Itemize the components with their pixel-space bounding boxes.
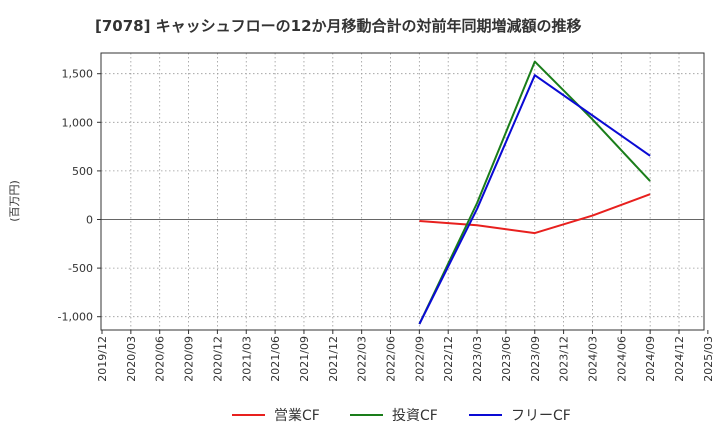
series-line-投資CF	[418, 60, 651, 325]
plot-area-frame	[100, 52, 705, 331]
y-tick-label: -500	[68, 262, 93, 275]
y-tick-label: 1,500	[62, 68, 94, 81]
y-tick-label: 500	[72, 165, 93, 178]
x-tick-label: 2024/03	[586, 336, 599, 382]
x-tick-label: 2024/09	[644, 336, 657, 382]
x-tick-label: 2022/03	[356, 336, 369, 382]
x-tick-label: 2021/12	[327, 336, 340, 382]
x-tick-label: 2021/03	[240, 336, 253, 382]
x-tick-label: 2023/03	[471, 336, 484, 382]
legend: 営業CF 投資CF フリーCF	[232, 408, 571, 424]
series-lines	[418, 60, 651, 325]
x-tick-label: 2023/06	[500, 336, 513, 382]
x-tick-label: 2019/12	[96, 336, 109, 382]
y-tick-label: -1,000	[58, 311, 93, 324]
x-tick-label: 2021/09	[298, 336, 311, 382]
x-tick-label: 2022/06	[385, 336, 398, 382]
y-axis-label: (百万円)	[8, 180, 21, 222]
x-tick-label: 2021/06	[269, 336, 282, 382]
y-tick-label: 0	[86, 214, 93, 227]
x-axis: 2019/12 2020/03 2020/06 2020/09 2020/12 2021/…	[96, 330, 715, 382]
legend-label: フリーCF	[511, 408, 571, 424]
series-line-営業CF	[419, 193, 651, 235]
legend-label: 投資CF	[392, 408, 438, 424]
y-axis: 1,500 1,000 500 0 -500 -1,000	[58, 68, 101, 324]
x-tick-label: 2023/12	[558, 336, 571, 382]
x-tick-label: 2020/12	[211, 336, 224, 382]
x-tick-label: 2020/03	[125, 336, 138, 382]
x-tick-label: 2024/12	[673, 336, 686, 382]
grid	[101, 53, 704, 330]
x-tick-label: 2023/09	[529, 336, 542, 382]
y-tick-label: 1,000	[62, 116, 94, 129]
series-line-フリーCF	[418, 74, 651, 325]
x-tick-label: 2020/09	[183, 336, 196, 382]
x-tick-label: 2022/09	[413, 336, 426, 382]
x-tick-label: 2022/12	[442, 336, 455, 382]
chart-title: [7078] キャッシュフローの12か月移動合計の対前年同期増減額の推移	[95, 17, 582, 35]
x-tick-label: 2025/03	[702, 336, 715, 382]
legend-label: 営業CF	[274, 408, 320, 424]
x-tick-label: 2024/06	[615, 336, 628, 382]
x-tick-label: 2020/06	[154, 336, 167, 382]
